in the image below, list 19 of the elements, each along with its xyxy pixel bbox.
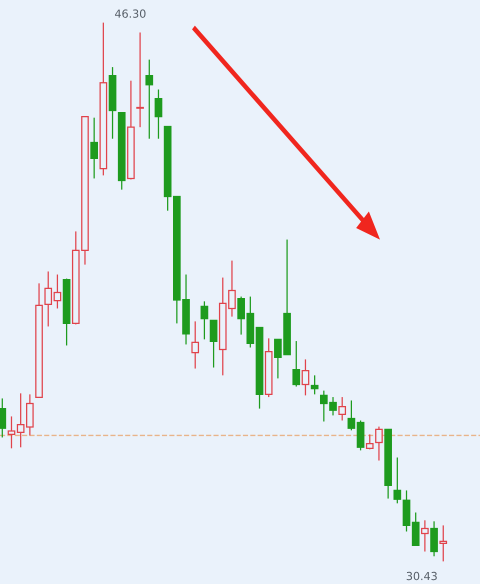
- text: 46.30: [115, 9, 146, 18]
- candlestick: [154, 88, 162, 140]
- candlestick: [292, 340, 300, 388]
- text: 30.43: [406, 572, 437, 580]
- candlestick: [210, 320, 218, 368]
- candlestick: [302, 358, 310, 396]
- candlestick: [421, 520, 429, 552]
- candlestick: [191, 320, 200, 370]
- candlestick: [145, 59, 154, 140]
- candlestick: [439, 524, 448, 562]
- candlestick: [90, 117, 98, 180]
- candlestick: [375, 426, 383, 462]
- candlestick: [136, 32, 144, 128]
- candlestick: [0, 398, 6, 438]
- candlestick: [338, 396, 346, 422]
- candlestick: [310, 374, 318, 395]
- candlestick: [366, 434, 374, 450]
- candlestick: [200, 300, 208, 340]
- candlestick: [430, 520, 438, 557]
